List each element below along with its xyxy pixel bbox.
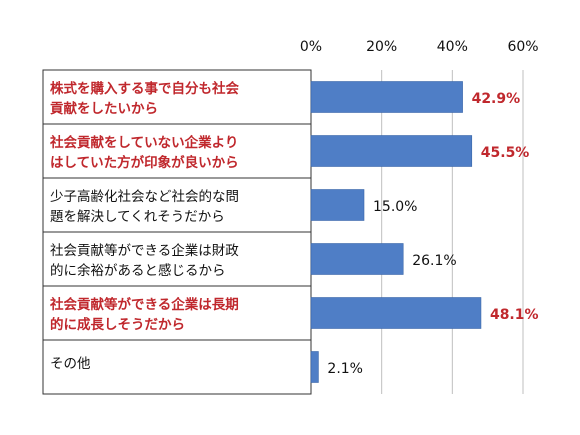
category-label: 社会貢献等ができる企業は財政 xyxy=(50,242,239,259)
bar xyxy=(310,243,404,275)
value-label: 26.1% xyxy=(412,253,456,269)
bar xyxy=(310,297,482,329)
bar xyxy=(310,135,473,167)
x-axis-tick-labels: 0% 20% 40% 60% xyxy=(300,39,539,55)
category-label-box xyxy=(42,69,312,395)
x-tick-label: 40% xyxy=(437,39,468,55)
category-label: はしていた方が印象が良いから xyxy=(50,154,239,171)
category-label: 的に余裕があると感じるから xyxy=(50,262,226,279)
bar xyxy=(310,351,319,383)
category-label: 社会貢献等ができる企業は長期 xyxy=(49,296,239,313)
x-tick-label: 0% xyxy=(300,39,322,55)
value-label: 2.1% xyxy=(327,361,363,377)
value-label: 42.9% xyxy=(472,91,521,107)
category-label: 社会貢献をしていない企業より xyxy=(49,134,238,151)
category-label: その他 xyxy=(50,356,91,372)
grid-lines xyxy=(310,70,524,394)
category-label: 少子高齢化社会など社会的な問 xyxy=(50,188,239,205)
category-label: 的に成長しそうだから xyxy=(50,316,185,333)
value-label: 45.5% xyxy=(481,145,530,161)
category-label: 貢献をしたいから xyxy=(50,100,158,117)
x-tick-label: 20% xyxy=(366,39,397,55)
value-labels: 42.9% 45.5% 15.0% 26.1% 48.1% 2.1% xyxy=(327,91,538,377)
x-tick-label: 60% xyxy=(507,39,538,55)
bar xyxy=(310,81,463,113)
value-label: 48.1% xyxy=(490,307,539,323)
bars xyxy=(310,81,482,383)
category-labels: 株式を購入する事で自分も社会貢献をしたいから社会貢献をしていない企業よりはしてい… xyxy=(49,80,239,372)
category-label: 株式を購入する事で自分も社会 xyxy=(50,80,239,97)
category-label: 題を解決してくれそうだから xyxy=(50,209,225,225)
value-label: 15.0% xyxy=(373,199,417,215)
bar xyxy=(310,189,365,221)
